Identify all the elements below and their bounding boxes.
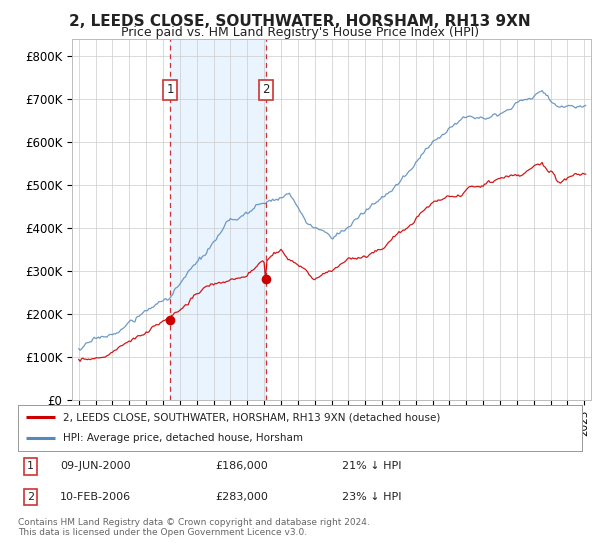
Text: 2, LEEDS CLOSE, SOUTHWATER, HORSHAM, RH13 9XN (detached house): 2, LEEDS CLOSE, SOUTHWATER, HORSHAM, RH1…: [63, 412, 440, 422]
Text: 2, LEEDS CLOSE, SOUTHWATER, HORSHAM, RH13 9XN: 2, LEEDS CLOSE, SOUTHWATER, HORSHAM, RH1…: [69, 14, 531, 29]
Text: HPI: Average price, detached house, Horsham: HPI: Average price, detached house, Hors…: [63, 433, 303, 444]
Text: 21% ↓ HPI: 21% ↓ HPI: [342, 461, 402, 472]
Text: Price paid vs. HM Land Registry's House Price Index (HPI): Price paid vs. HM Land Registry's House …: [121, 26, 479, 39]
Text: £283,000: £283,000: [215, 492, 268, 502]
Text: 1: 1: [27, 461, 34, 472]
Text: 2: 2: [262, 83, 270, 96]
Text: 1: 1: [167, 83, 174, 96]
Text: £186,000: £186,000: [215, 461, 268, 472]
Text: 10-FEB-2006: 10-FEB-2006: [60, 492, 131, 502]
Text: 2: 2: [27, 492, 34, 502]
Bar: [170, 39, 266, 400]
Text: 23% ↓ HPI: 23% ↓ HPI: [342, 492, 402, 502]
Text: Contains HM Land Registry data © Crown copyright and database right 2024.
This d: Contains HM Land Registry data © Crown c…: [18, 518, 370, 538]
Text: 09-JUN-2000: 09-JUN-2000: [60, 461, 131, 472]
